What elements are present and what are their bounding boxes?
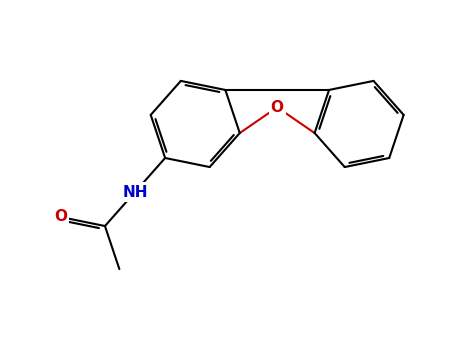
Text: O: O: [54, 209, 67, 224]
Text: O: O: [271, 100, 283, 115]
Text: NH: NH: [122, 184, 148, 200]
